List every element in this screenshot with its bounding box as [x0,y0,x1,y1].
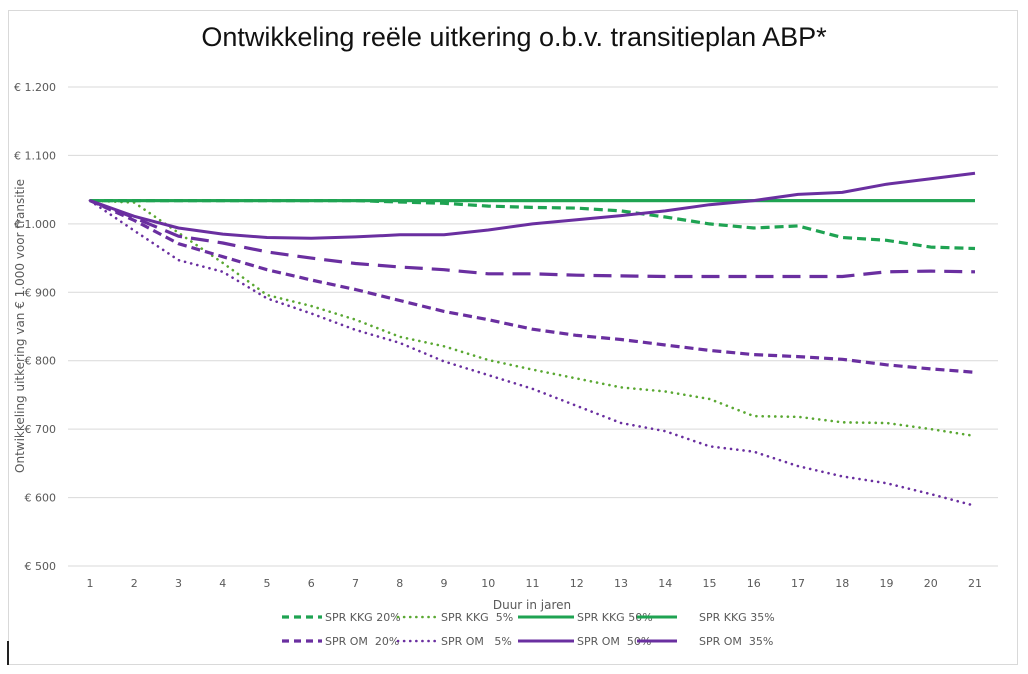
legend: SPR KKG 20% SPR KKG 5% SPR KKG 50% SPR KKG … [282,611,775,648]
y-axis-ticks: € 500 € 600 € 700 € 800 € 900 € 1.000 € 1.100 €… [14,81,56,573]
x-tick-label: 1 [87,577,94,590]
legend-label: SPR OM 50% [577,635,651,648]
x-axis-label: Duur in jaren [493,598,571,612]
x-tick-label: 14 [658,577,672,590]
y-tick-label: € 800 [25,355,57,368]
x-tick-label: 11 [526,577,540,590]
x-tick-label: 4 [219,577,226,590]
x-axis-ticks: 1 2 3 4 5 6 7 8 9 10 11 12 13 14 15 16 17 18 19 20 21 [87,577,983,590]
series-line-spr-om-50pct [89,171,976,240]
x-tick-label: 5 [264,577,271,590]
y-tick-label: € 1.000 [14,218,56,231]
y-axis-label: Ontwikkeling uitkering van € 1.000 voor … [13,179,27,473]
series-lines [88,171,977,508]
chart-title: Ontwikkeling reële uitkering o.b.v. tran… [201,22,827,52]
legend-label: SPR OM 5% [441,635,512,648]
x-tick-label: 2 [131,577,138,590]
y-tick-label: € 1.200 [14,81,56,94]
x-tick-label: 9 [441,577,448,590]
gridlines [68,86,998,567]
x-tick-label: 18 [835,577,849,590]
series-line-spr-om-5pct [88,199,977,508]
x-tick-label: 6 [308,577,315,590]
x-tick-label: 8 [396,577,403,590]
x-tick-label: 20 [924,577,938,590]
x-tick-label: 17 [791,577,805,590]
x-tick-label: 12 [570,577,584,590]
x-tick-label: 21 [968,577,982,590]
legend-item: SPR OM 20% [282,635,399,648]
y-tick-label: € 500 [25,560,57,573]
series-line-spr-om-20pct [89,199,976,374]
legend-item: SPR OM 50% [518,635,651,648]
legend-label: SPR KKG 5% [441,611,513,624]
edge-marker [7,641,9,665]
series-line-spr-om-35pct [89,199,976,279]
x-tick-label: 7 [352,577,359,590]
legend-item: SPR OM 35% [637,635,773,648]
legend-label: SPR KKG 35% [699,611,775,624]
x-tick-label: 15 [703,577,717,590]
legend-label: SPR KKG 50% [577,611,653,624]
y-tick-label: € 600 [25,492,57,505]
legend-item: SPR OM 5% [396,635,512,648]
x-tick-label: 16 [747,577,761,590]
legend-item: SPR KKG 20% [282,611,401,624]
y-tick-label: € 700 [25,423,57,436]
x-tick-label: 10 [481,577,495,590]
x-tick-label: 19 [880,577,894,590]
x-tick-label: 3 [175,577,182,590]
legend-label: SPR KKG 20% [325,611,401,624]
y-tick-label: € 1.100 [14,149,56,162]
x-tick-label: 13 [614,577,628,590]
chart-frame [8,10,1018,665]
series-line-spr-kkg-5pct [88,199,977,438]
legend-label: SPR OM 20% [325,635,399,648]
legend-item: SPR KKG 35% [637,611,775,624]
y-tick-label: € 900 [25,286,57,299]
legend-label: SPR OM 35% [699,635,773,648]
legend-item: SPR KKG 50% [518,611,653,624]
legend-item: SPR KKG 5% [396,611,513,624]
